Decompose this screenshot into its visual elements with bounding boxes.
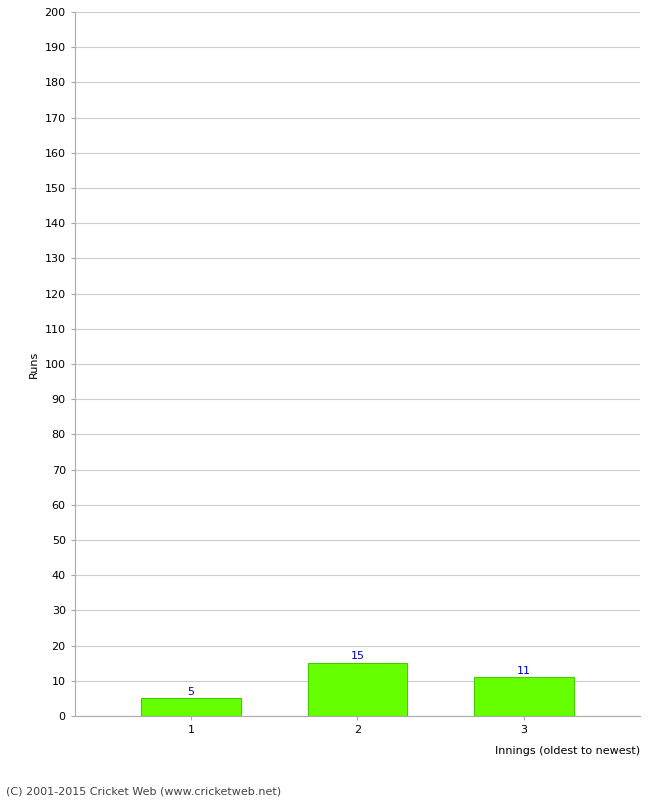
Text: Innings (oldest to newest): Innings (oldest to newest) [495,746,640,755]
Bar [474,678,574,716]
Bar [141,698,241,716]
Text: 5: 5 [188,686,195,697]
Text: 15: 15 [350,651,365,662]
Text: (C) 2001-2015 Cricket Web (www.cricketweb.net): (C) 2001-2015 Cricket Web (www.cricketwe… [6,786,281,796]
Bar [307,663,408,716]
Y-axis label: Runs: Runs [29,350,39,378]
Text: 11: 11 [517,666,531,675]
